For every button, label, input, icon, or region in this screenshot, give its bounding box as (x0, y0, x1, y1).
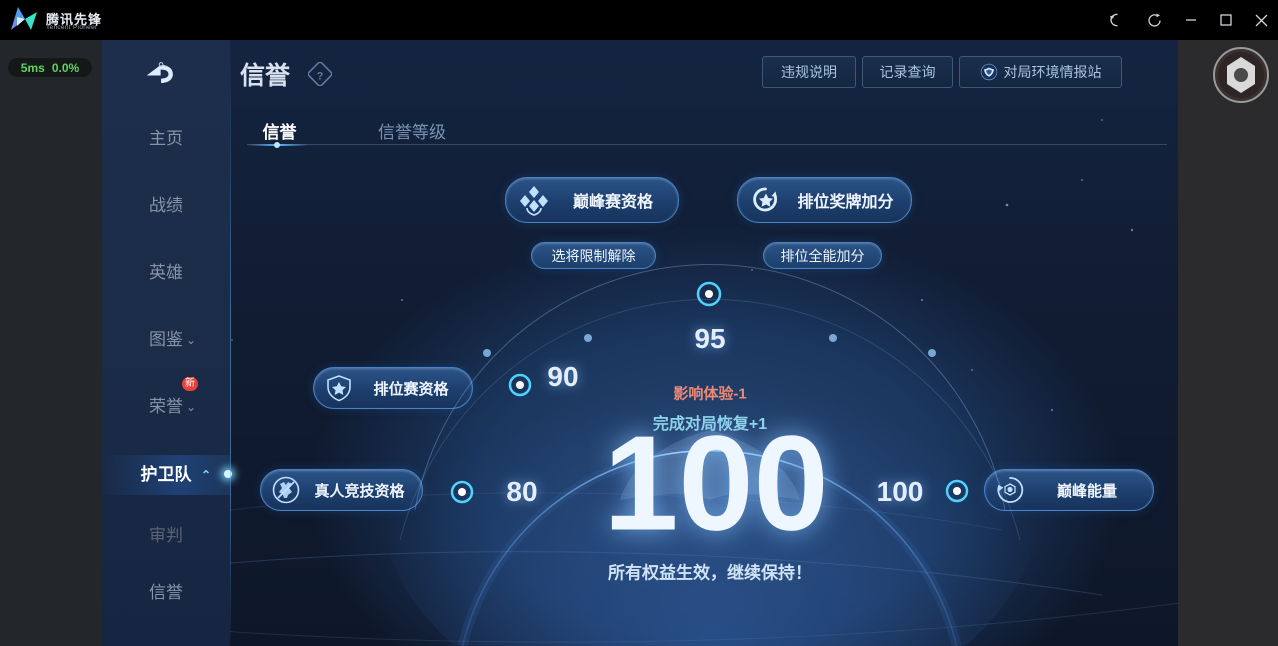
svg-text:?: ? (317, 70, 324, 82)
